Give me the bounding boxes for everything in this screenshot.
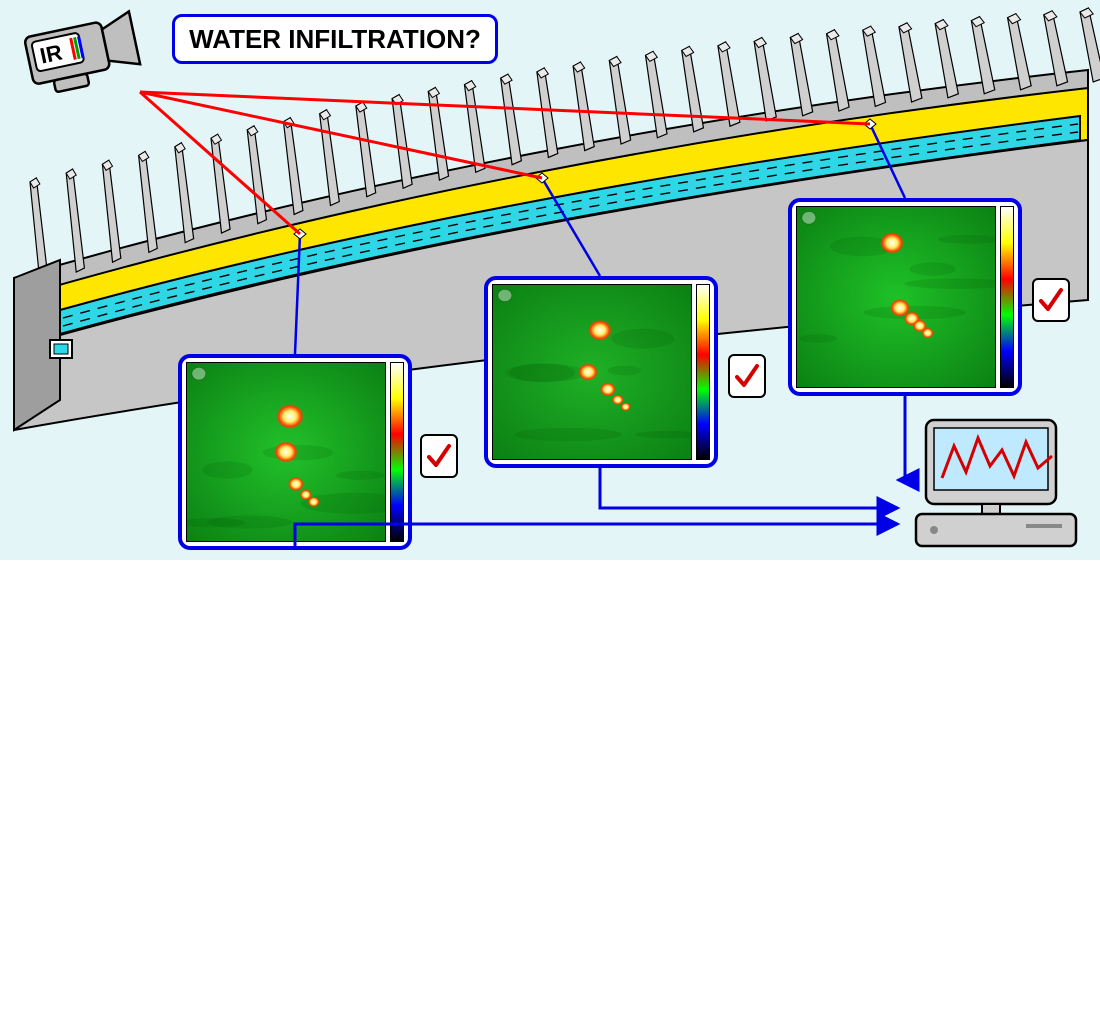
diagram-stage: WATER INFILTRATION? IR xyxy=(0,0,1100,560)
computer-icon xyxy=(916,420,1076,546)
ir-camera-icon: IR xyxy=(23,11,142,96)
overlay-layer: IR xyxy=(0,0,1100,560)
